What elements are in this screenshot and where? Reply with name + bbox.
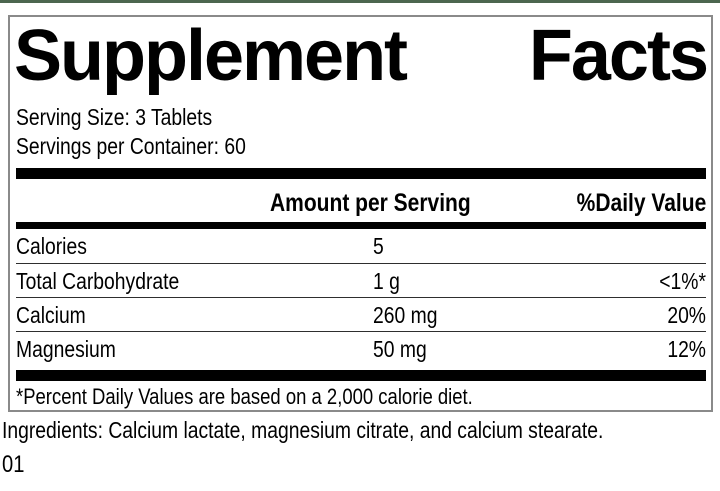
nutrient-amount: 260 mg — [373, 302, 438, 328]
table-row-magnesium: Magnesium 50 mg 12% — [16, 331, 706, 365]
table-row-calories: Calories 5 — [16, 229, 706, 263]
nutrient-table: Calories 5 Total Carbohydrate 1 g <1%* C… — [16, 229, 706, 365]
divider-bar-thick-top — [16, 168, 706, 179]
nutrient-name: Total Carbohydrate — [16, 268, 180, 294]
table-header-row: Amount per Serving %Daily Value — [16, 185, 706, 221]
title-word-facts: Facts — [528, 16, 709, 96]
divider-bar-medium — [16, 222, 706, 229]
ingredients-line: Ingredients: Calcium lactate, magnesium … — [2, 417, 604, 443]
top-edge-strip — [0, 0, 720, 3]
nutrient-amount: 5 — [373, 233, 384, 259]
divider-bar-thick-bottom — [16, 370, 706, 381]
daily-value-footnote: *Percent Daily Values are based on a 2,0… — [16, 384, 473, 409]
amount-per-serving-header: Amount per Serving — [270, 189, 471, 217]
nutrient-daily-value: 12% — [667, 336, 706, 362]
footer-code: 01 — [2, 451, 25, 478]
nutrient-name: Magnesium — [16, 336, 116, 362]
table-row-total-carbohydrate: Total Carbohydrate 1 g <1%* — [16, 263, 706, 297]
nutrient-daily-value — [597, 229, 706, 263]
daily-value-header: %Daily Value — [576, 189, 706, 217]
table-row-calcium: Calcium 260 mg 20% — [16, 297, 706, 331]
servings-per-container-line: Servings per Container: 60 — [16, 133, 246, 159]
nutrient-name: Calcium — [16, 302, 86, 328]
nutrient-amount: 50 mg — [373, 336, 427, 362]
nutrient-daily-value: <1%* — [659, 268, 706, 294]
serving-size-line: Serving Size: 3 Tablets — [16, 104, 213, 130]
panel-title: Supplement Facts — [14, 16, 709, 96]
nutrient-name: Calories — [16, 233, 87, 259]
supplement-facts-panel: Supplement Facts Serving Size: 3 Tablets… — [8, 15, 713, 412]
title-word-supplement: Supplement — [14, 16, 408, 96]
nutrient-amount: 1 g — [373, 268, 400, 294]
nutrient-daily-value: 20% — [667, 302, 706, 328]
